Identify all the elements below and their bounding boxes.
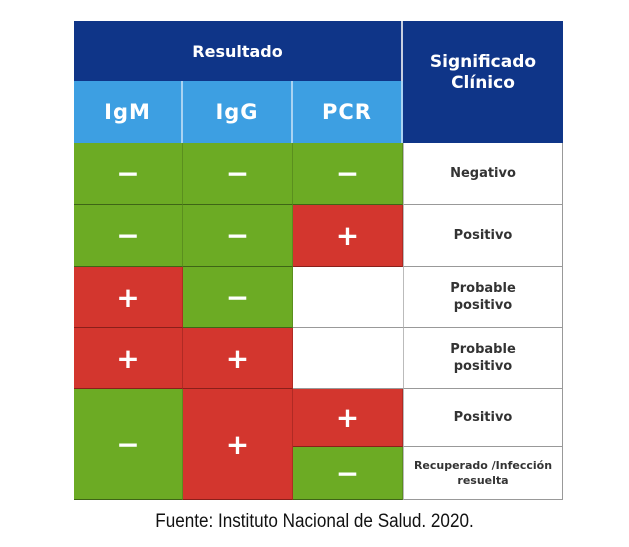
header-significado: Significado Clínico: [403, 21, 563, 143]
cell-pcr: −: [293, 143, 403, 205]
cell-pcr: +: [293, 205, 403, 267]
header-pcr: PCR: [293, 81, 403, 143]
header-igg: IgG: [183, 81, 293, 143]
cell-igm: +: [74, 267, 183, 328]
cell-igm: −: [74, 389, 183, 500]
cell-meaning: Probable positivo: [403, 267, 563, 328]
cell-meaning: Recuperado /Infección resuelta: [403, 447, 563, 500]
cell-igg: +: [183, 389, 293, 500]
source-caption: Fuente: Instituto Nacional de Salud. 202…: [155, 511, 474, 532]
cell-igg: −: [183, 205, 293, 267]
cell-igm: −: [74, 205, 183, 267]
cell-pcr: [293, 328, 403, 389]
cell-meaning: Negativo: [403, 143, 563, 205]
cell-meaning: Positivo: [403, 389, 563, 447]
cell-igg: +: [183, 328, 293, 389]
cell-pcr: [293, 267, 403, 328]
cell-igg: −: [183, 143, 293, 205]
cell-pcr: −: [293, 447, 403, 500]
cell-igm: +: [74, 328, 183, 389]
cell-pcr: +: [293, 389, 403, 447]
header-igm: IgM: [74, 81, 183, 143]
header-resultado: Resultado: [74, 21, 403, 81]
cell-meaning: Positivo: [403, 205, 563, 267]
cell-igm: −: [74, 143, 183, 205]
cell-meaning: Probable positivo: [403, 328, 563, 389]
cell-igg: −: [183, 267, 293, 328]
